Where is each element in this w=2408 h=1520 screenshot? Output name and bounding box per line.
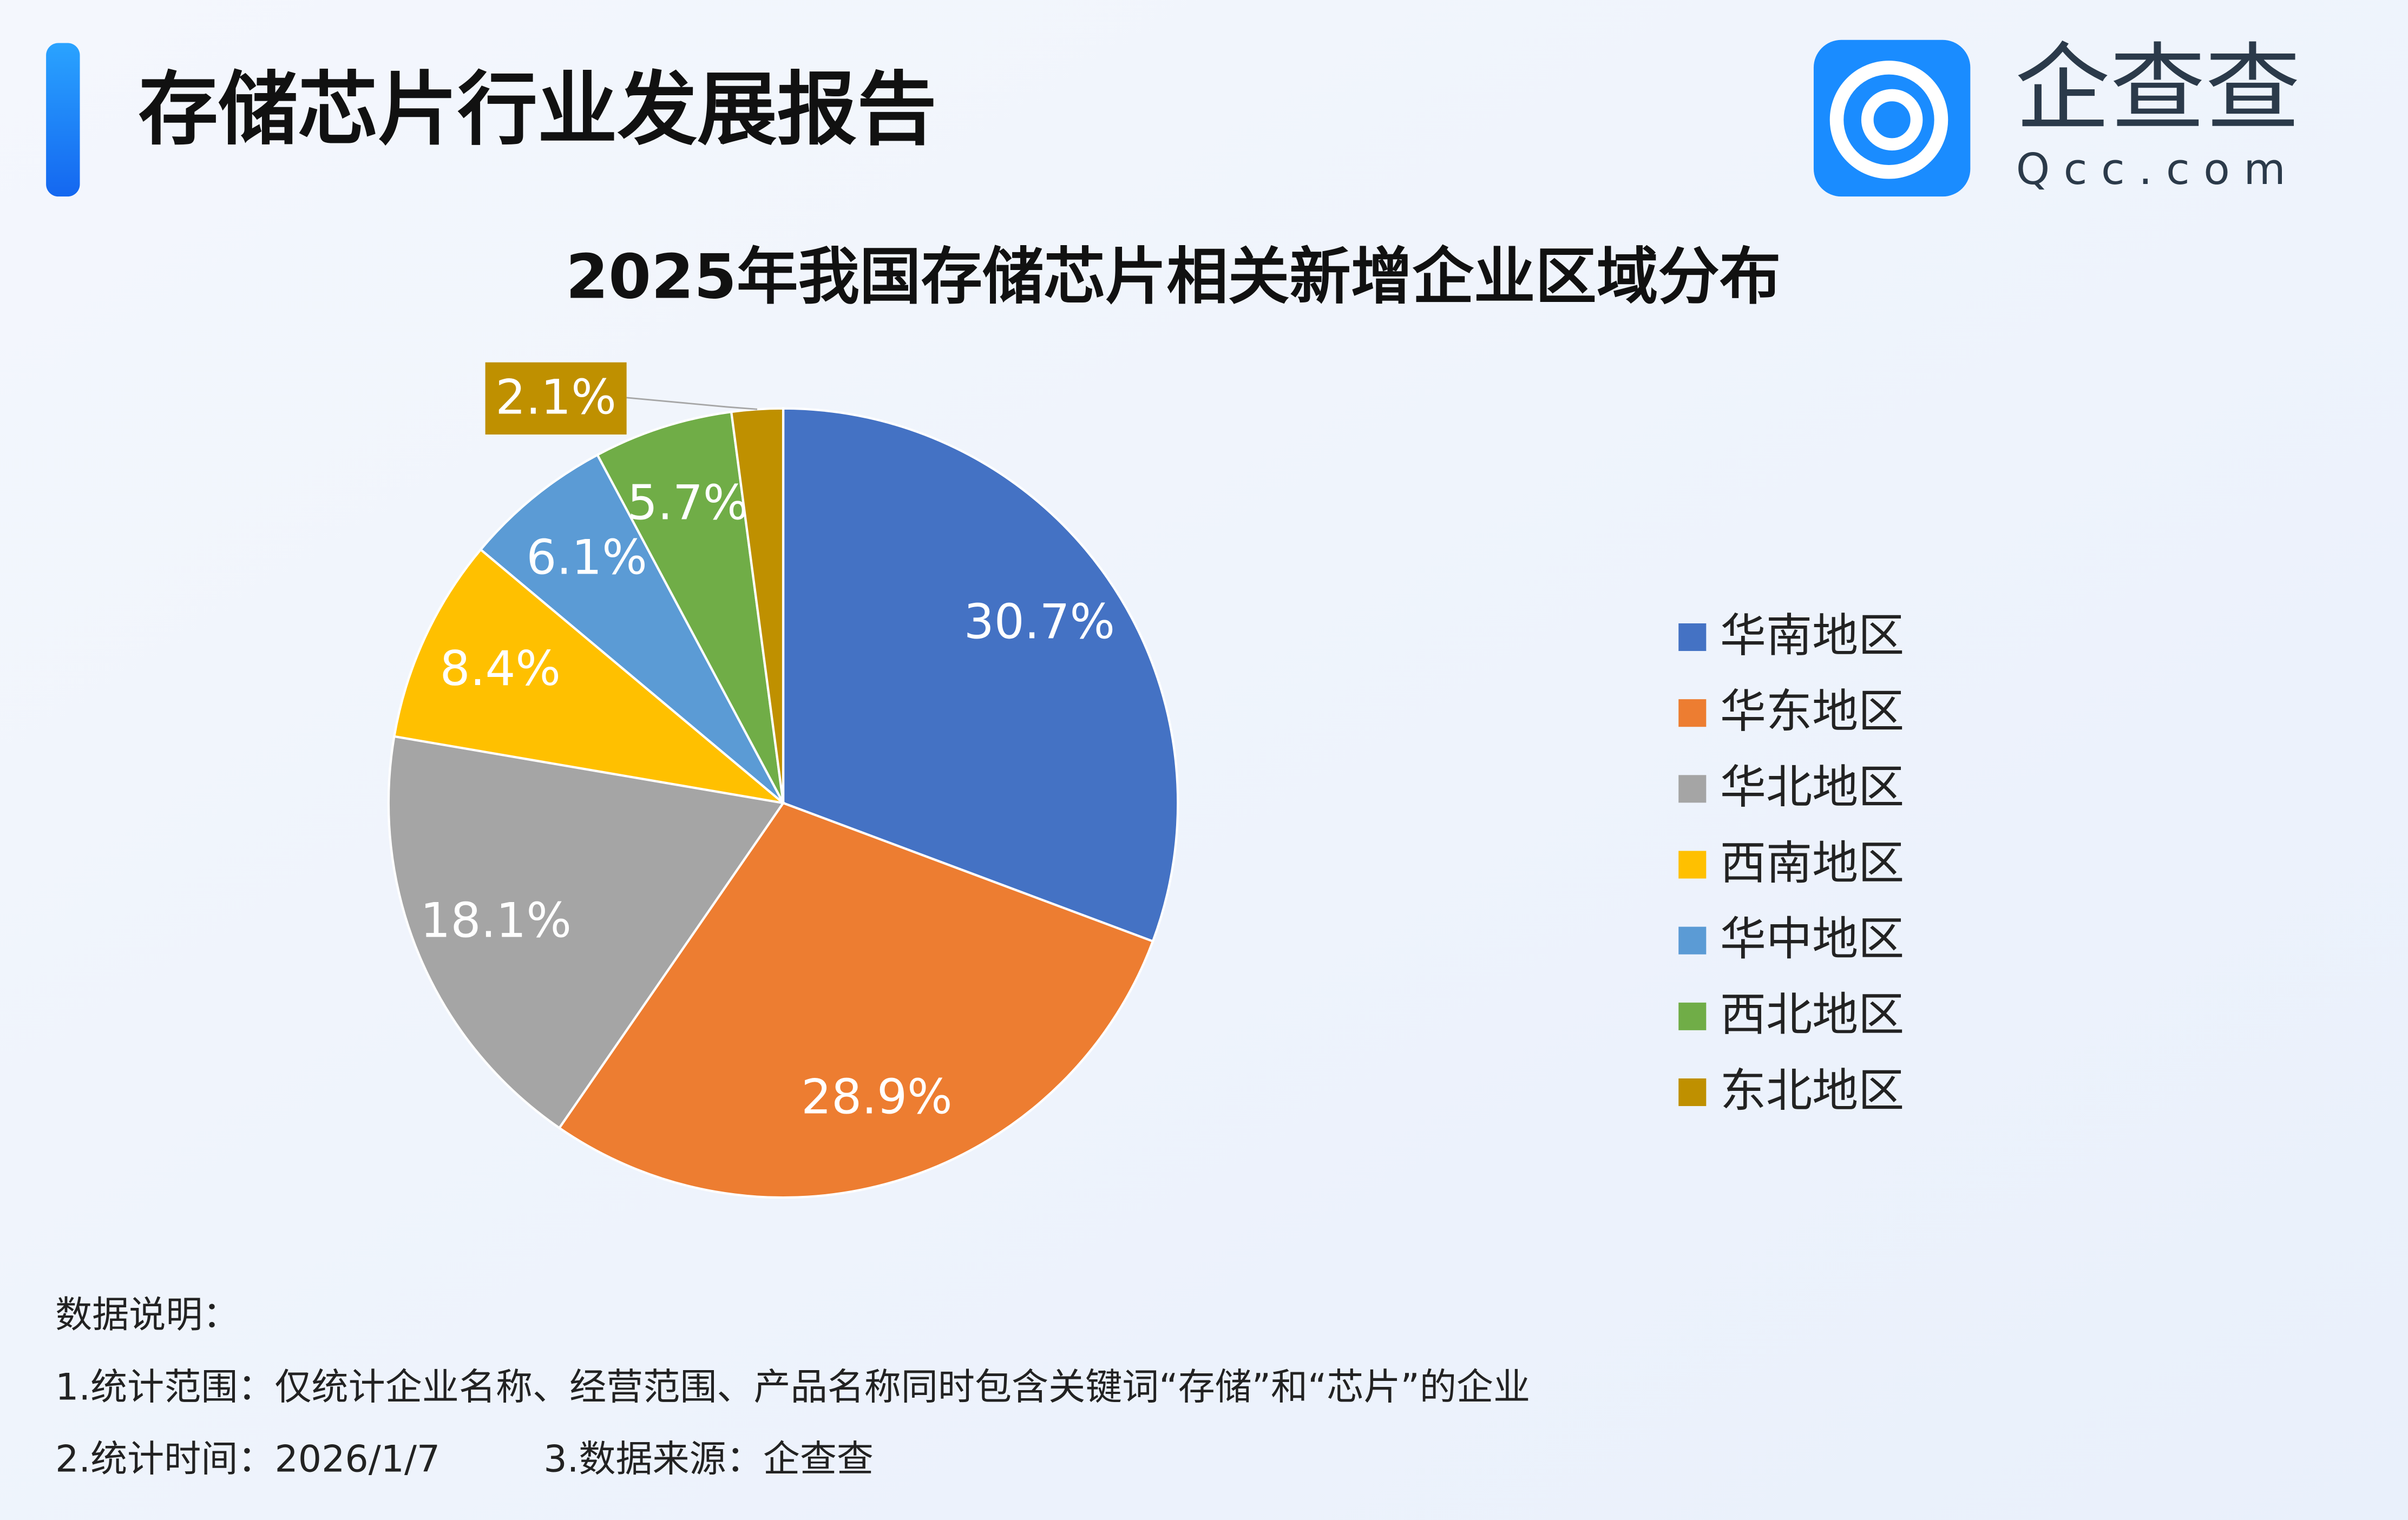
legend-label: 华南地区 bbox=[1720, 609, 1904, 663]
logo-inner bbox=[1861, 89, 1923, 151]
pie-slice bbox=[595, 410, 785, 804]
legend-swatch bbox=[1678, 926, 1707, 955]
legend-swatch bbox=[1678, 1078, 1707, 1107]
leader-line bbox=[626, 397, 758, 410]
notes-line: 3.数据来源：企查查 bbox=[543, 1438, 874, 1481]
report-title: 存储芯片行业发展报告 bbox=[138, 63, 936, 156]
data-label: 28.9% bbox=[801, 1069, 952, 1124]
legend-swatch bbox=[1678, 851, 1707, 879]
logo: 企查查 Qcc.com bbox=[1813, 34, 2301, 197]
legend-label: 西北地区 bbox=[1720, 989, 1904, 1042]
chart-title: 2025年我国存储芯片相关新增企业区域分布 bbox=[566, 241, 1781, 312]
notes-heading: 数据说明： bbox=[55, 1294, 239, 1337]
logo-domain: Qcc.com bbox=[2016, 144, 2300, 194]
legend-label: 东北地区 bbox=[1720, 1064, 1904, 1118]
logo-ring bbox=[1829, 61, 1948, 179]
pie-slice bbox=[730, 407, 785, 804]
legend-label: 华东地区 bbox=[1720, 685, 1904, 739]
notes-line: 2.统计时间：2026/1/7 bbox=[55, 1438, 440, 1481]
data-label: 2.1% bbox=[495, 369, 616, 425]
data-label: 18.1% bbox=[421, 893, 572, 949]
data-label: 30.7% bbox=[964, 594, 1115, 650]
notes-line: 1.统计范围：仅统计企业名称、经营范围、产品名称同时包含关键词“存储”和“芯片”… bbox=[55, 1366, 1530, 1409]
data-label: 8.4% bbox=[440, 641, 561, 696]
data-label: 6.1% bbox=[526, 530, 647, 585]
legend-swatch bbox=[1678, 699, 1707, 727]
title-accent bbox=[46, 43, 80, 197]
data-label: 5.7% bbox=[627, 475, 748, 530]
label-box bbox=[485, 362, 627, 435]
legend-label: 华中地区 bbox=[1720, 912, 1904, 966]
logo-name: 企查查 bbox=[2015, 34, 2301, 144]
pie-slice bbox=[557, 801, 1154, 1199]
legend-swatch bbox=[1678, 775, 1707, 803]
legend-swatch bbox=[1678, 1002, 1707, 1030]
pie-slice bbox=[392, 548, 788, 805]
pie-slice bbox=[479, 453, 784, 804]
pie-slice bbox=[387, 735, 785, 1130]
pie-slice bbox=[782, 407, 1179, 943]
legend-label: 华北地区 bbox=[1720, 761, 1904, 814]
legend-swatch bbox=[1678, 623, 1707, 652]
legend-label: 西南地区 bbox=[1720, 837, 1904, 890]
